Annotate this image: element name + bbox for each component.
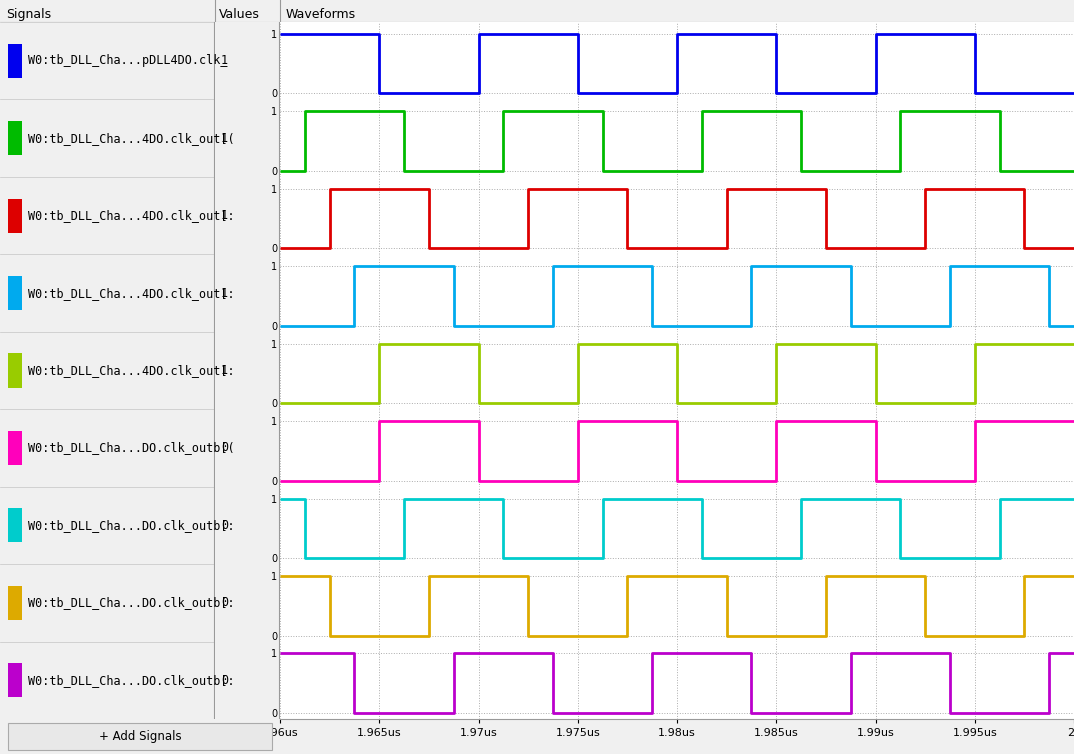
Bar bbox=[8, 431, 21, 465]
Text: 1: 1 bbox=[221, 209, 228, 222]
Text: Signals: Signals bbox=[6, 8, 52, 21]
Text: W0:tb_DLL_Cha...4DO.clk_out[:: W0:tb_DLL_Cha...4DO.clk_out[: bbox=[28, 364, 234, 377]
Text: 1: 1 bbox=[221, 132, 228, 145]
Text: Waveforms: Waveforms bbox=[286, 8, 357, 21]
Bar bbox=[8, 586, 21, 620]
Text: W0:tb_DLL_Cha...DO.clk_outb[:: W0:tb_DLL_Cha...DO.clk_outb[: bbox=[28, 674, 234, 687]
Bar bbox=[8, 198, 21, 233]
Text: + Add Signals: + Add Signals bbox=[99, 730, 182, 743]
Text: 0: 0 bbox=[221, 519, 228, 532]
Bar bbox=[8, 121, 21, 155]
FancyBboxPatch shape bbox=[9, 723, 272, 749]
Text: 1: 1 bbox=[221, 287, 228, 299]
Text: W0:tb_DLL_Cha...4DO.clk_out[(: W0:tb_DLL_Cha...4DO.clk_out[( bbox=[28, 132, 234, 145]
Text: W0:tb_DLL_Cha...DO.clk_outb[(: W0:tb_DLL_Cha...DO.clk_outb[( bbox=[28, 441, 234, 455]
Bar bbox=[8, 276, 21, 310]
Text: W0:tb_DLL_Cha...4DO.clk_out[:: W0:tb_DLL_Cha...4DO.clk_out[: bbox=[28, 209, 234, 222]
Bar bbox=[8, 508, 21, 542]
Bar bbox=[8, 664, 21, 697]
Text: Values: Values bbox=[219, 8, 260, 21]
Text: 0: 0 bbox=[221, 596, 228, 609]
Bar bbox=[8, 354, 21, 388]
Text: W0:tb_DLL_Cha...4DO.clk_out[:: W0:tb_DLL_Cha...4DO.clk_out[: bbox=[28, 287, 234, 299]
Text: W0:tb_DLL_Cha...pDLL4DO.clk_: W0:tb_DLL_Cha...pDLL4DO.clk_ bbox=[28, 54, 228, 67]
Text: W0:tb_DLL_Cha...DO.clk_outb[:: W0:tb_DLL_Cha...DO.clk_outb[: bbox=[28, 519, 234, 532]
Bar bbox=[8, 44, 21, 78]
Text: 1: 1 bbox=[221, 364, 228, 377]
Text: 1: 1 bbox=[221, 54, 228, 67]
Text: 0: 0 bbox=[221, 674, 228, 687]
Text: W0:tb_DLL_Cha...DO.clk_outb[:: W0:tb_DLL_Cha...DO.clk_outb[: bbox=[28, 596, 234, 609]
Text: 0: 0 bbox=[221, 441, 228, 455]
